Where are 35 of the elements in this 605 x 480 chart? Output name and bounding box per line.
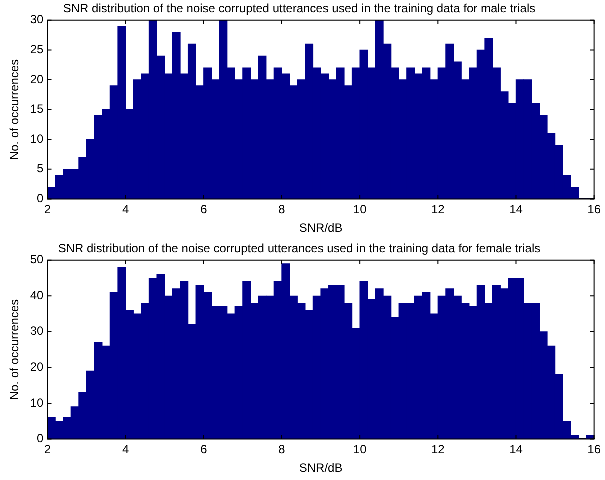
y-tick-label: 0 (37, 432, 44, 446)
y-tick-label: 40 (30, 288, 44, 302)
y-axis-title: No. of occurrences (8, 299, 22, 400)
y-tick-label: 30 (30, 324, 44, 338)
y-tick-label: 25 (30, 42, 44, 57)
chart-title: SNR distribution of the noise corrupted utterances used in the training data for male trials (63, 2, 536, 16)
x-tick-label: 8 (278, 442, 286, 457)
y-tick-label: 10 (30, 132, 44, 146)
x-tick-label: 16 (588, 202, 602, 217)
chart-title: SNR distribution of the noise corrupted utterances used in the training data for female trials (58, 242, 541, 256)
x-tick-label: 14 (510, 442, 524, 457)
x-tick-label: 10 (353, 202, 368, 217)
x-tick-label: 2 (44, 202, 52, 217)
x-tick-label: 10 (353, 442, 368, 457)
y-tick-label: 15 (30, 102, 44, 116)
x-tick-label: 8 (278, 202, 286, 217)
y-tick-label: 10 (30, 396, 44, 410)
x-tick-label: 4 (122, 202, 130, 217)
x-tick-label: 12 (431, 442, 446, 457)
x-tick-label: 14 (510, 202, 524, 217)
y-tick-label: 0 (37, 192, 44, 206)
x-tick-label: 6 (200, 442, 208, 457)
x-tick-label: 12 (431, 202, 446, 217)
x-tick-label: 2 (44, 442, 52, 457)
x-tick-label: 16 (588, 442, 602, 457)
y-tick-label: 50 (30, 252, 44, 267)
x-tick-label: 4 (122, 442, 130, 457)
y-tick-label: 5 (37, 162, 44, 176)
y-tick-label: 30 (30, 12, 44, 27)
x-tick-label: 6 (200, 202, 208, 217)
x-axis-title: SNR/dB (299, 461, 343, 476)
y-tick-label: 20 (30, 360, 44, 374)
x-axis-title: SNR/dB (299, 221, 343, 236)
y-axis-title: No. of occurrences (8, 59, 22, 160)
y-tick-label: 20 (30, 72, 44, 86)
